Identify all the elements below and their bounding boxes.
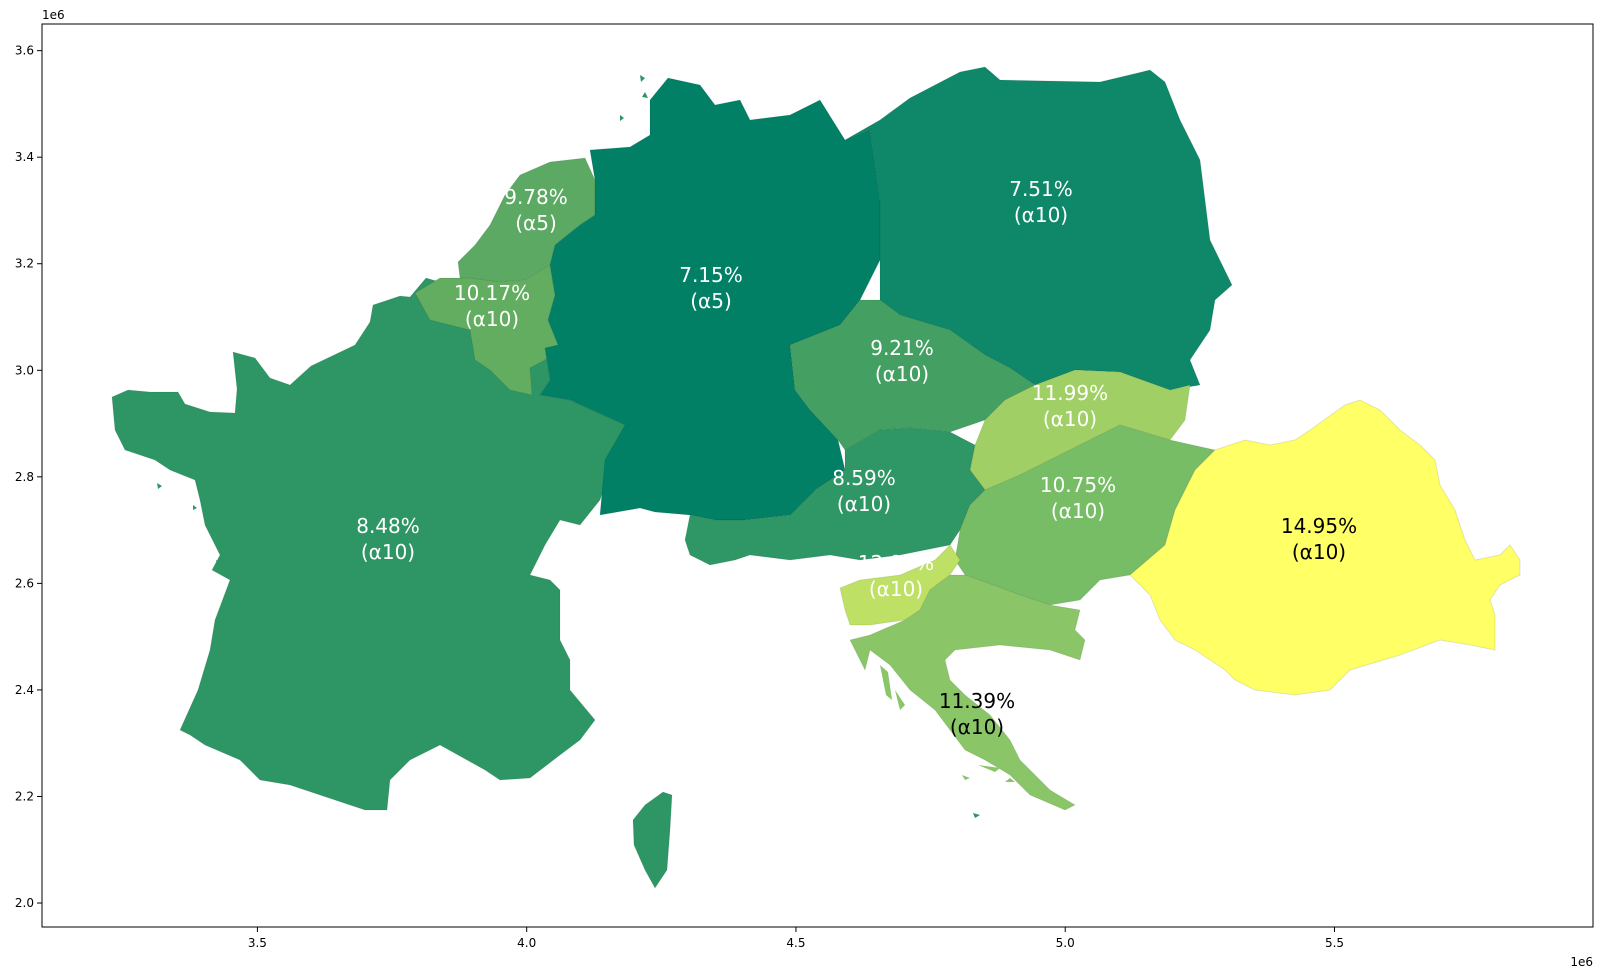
- label-france: 8.48% (α10): [356, 514, 420, 564]
- x-tick-label: 4.5: [786, 936, 805, 950]
- label-germany-note: (α5): [690, 289, 732, 313]
- label-czechia-note: (α10): [875, 362, 929, 386]
- axes-frame: [41, 23, 1594, 928]
- label-slovakia-pct: 11.99%: [1032, 381, 1108, 405]
- label-belgium-pct: 10.17%: [454, 281, 530, 305]
- label-croatia-pct: 11.39%: [939, 689, 1015, 713]
- label-slovakia-note: (α10): [1043, 407, 1097, 431]
- label-netherlands: 9.78% (α5): [504, 185, 568, 235]
- label-hungary-pct: 10.75%: [1040, 473, 1116, 497]
- y-tick-label: 2.2: [15, 789, 34, 803]
- y-tick-label: 2.8: [15, 470, 34, 484]
- label-czechia-pct: 9.21%: [870, 336, 934, 360]
- region-shape-croatia: [849, 574, 1086, 811]
- x-tick-label: 4.0: [517, 936, 536, 950]
- region-shape-france: [111, 277, 626, 811]
- label-croatia: 11.39% (α10): [939, 689, 1015, 739]
- label-hungary: 10.75% (α10): [1040, 473, 1116, 523]
- label-france-note: (α10): [361, 540, 415, 564]
- label-slovenia-pct: 12.95%: [858, 551, 934, 575]
- label-croatia-note: (α10): [950, 715, 1004, 739]
- x-tick-label: 5.5: [1325, 936, 1344, 950]
- label-austria-pct: 8.59%: [832, 466, 896, 490]
- x-tick-label: 3.5: [248, 936, 267, 950]
- region-labels: 9.78% (α5) 10.17% (α10) 7.15% (α5) 7.51% (α1…: [356, 177, 1357, 739]
- y-tick-label: 2.4: [15, 683, 34, 697]
- region-shape-romania: [1129, 399, 1521, 696]
- y-tick-label: 2.0: [15, 896, 34, 910]
- y-axis-offset-label: 1e6: [42, 8, 65, 22]
- label-belgium-note: (α10): [465, 307, 519, 331]
- label-romania-pct: 14.95%: [1281, 514, 1357, 538]
- label-poland-note: (α10): [1014, 203, 1068, 227]
- region-shape-corsica: [632, 791, 673, 889]
- label-belgium: 10.17% (α10): [454, 281, 530, 331]
- y-tick-label: 3.6: [15, 44, 34, 58]
- x-axis: 3.5 4.0 4.5 5.0 5.5: [248, 927, 1344, 950]
- label-slovenia-note: (α10): [869, 577, 923, 601]
- x-axis-offset-label: 1e6: [1570, 955, 1593, 969]
- label-slovenia: 12.95% (α10): [858, 551, 934, 601]
- label-hungary-note: (α10): [1051, 499, 1105, 523]
- label-czechia: 9.21% (α10): [870, 336, 934, 386]
- label-france-pct: 8.48%: [356, 514, 420, 538]
- x-tick-label: 5.0: [1056, 936, 1075, 950]
- y-axis: 2.0 2.2 2.4 2.6 2.8 3.0 3.2 3.4 3.6: [15, 44, 42, 910]
- label-poland-pct: 7.51%: [1009, 177, 1073, 201]
- y-tick-label: 2.6: [15, 576, 34, 590]
- label-romania: 14.95% (α10): [1281, 514, 1357, 564]
- label-netherlands-pct: 9.78%: [504, 185, 568, 209]
- label-netherlands-note: (α5): [515, 211, 557, 235]
- label-austria: 8.59% (α10): [832, 466, 896, 516]
- y-tick-label: 3.2: [15, 257, 34, 271]
- map-shapes: [111, 66, 1521, 889]
- y-tick-label: 3.4: [15, 150, 34, 164]
- label-slovakia: 11.99% (α10): [1032, 381, 1108, 431]
- region-shape-poland: [844, 66, 1233, 391]
- label-germany: 7.15% (α5): [679, 263, 743, 313]
- label-austria-note: (α10): [837, 492, 891, 516]
- label-germany-pct: 7.15%: [679, 263, 743, 287]
- label-romania-note: (α10): [1292, 540, 1346, 564]
- label-poland: 7.51% (α10): [1009, 177, 1073, 227]
- y-tick-label: 3.0: [15, 363, 34, 377]
